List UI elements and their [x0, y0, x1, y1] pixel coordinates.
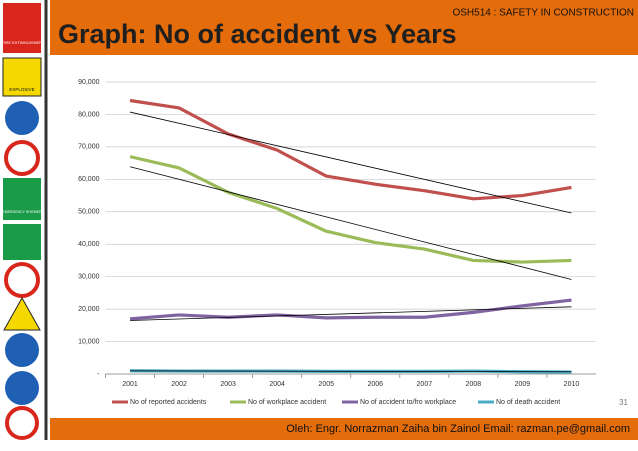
icon-prohibition — [5, 406, 39, 440]
trend-line — [130, 370, 572, 373]
icon-exit — [3, 224, 41, 260]
x-tick-label: 2002 — [171, 381, 187, 388]
series-line — [129, 98, 572, 201]
y-tick-label: 40,000 — [78, 241, 100, 248]
icon-label: FIRE EXTINGUISHER — [2, 40, 42, 45]
x-tick-label: 2001 — [122, 381, 138, 388]
footer-bar — [50, 418, 638, 440]
legend-label: No of reported accidents — [130, 399, 207, 406]
icon-label: EXPLOSIVE — [9, 87, 34, 92]
x-tick-label: 2003 — [220, 381, 236, 388]
legend-label: No of death accident — [496, 399, 560, 406]
icon-prohibition — [4, 262, 40, 298]
x-tick-label: 2008 — [466, 381, 482, 388]
icon-shower — [3, 178, 41, 220]
course-label: OSH514 : SAFETY IN CONSTRUCTION — [452, 8, 634, 19]
slide-title: Graph: No of accident vs Years — [58, 19, 457, 49]
y-tick-label: - — [97, 371, 100, 378]
trend-line — [129, 166, 572, 280]
icon-mandatory — [5, 371, 39, 405]
trend-line — [130, 306, 572, 321]
icon-warning — [3, 296, 41, 331]
icon-mandatory — [5, 101, 39, 135]
y-tick-label: 20,000 — [78, 306, 100, 313]
icon-explosive — [2, 57, 42, 97]
footer-text: Oleh: Engr. Norrazman Zaiha bin Zainol E… — [286, 423, 630, 435]
icon-fire — [3, 3, 41, 53]
header-bar — [50, 0, 638, 55]
icon-label: EMERGENCY SHOWER — [2, 210, 42, 214]
x-tick-label: 2007 — [417, 381, 433, 388]
y-tick-label: 70,000 — [78, 144, 100, 151]
x-tick-label: 2006 — [367, 381, 383, 388]
legend-label: No of workplace accident — [248, 399, 326, 406]
y-tick-label: 80,000 — [78, 111, 100, 118]
y-tick-label: 30,000 — [78, 274, 100, 281]
icon-prohibition — [4, 140, 40, 176]
sidebar-icons: FIRE EXTINGUISHER EXPLOSIVE EMERGENCY SH… — [2, 3, 42, 440]
legend-label: No of accident to/fro workplace — [360, 399, 456, 406]
y-tick-label: 90,000 — [78, 79, 100, 86]
x-tick-label: 2005 — [318, 381, 334, 388]
y-tick-label: 50,000 — [78, 209, 100, 216]
x-tick-label: 2010 — [564, 381, 580, 388]
icon-mandatory — [5, 333, 39, 367]
page-number: 31 — [619, 398, 628, 407]
y-tick-label: 10,000 — [78, 338, 100, 345]
y-tick-label: 60,000 — [78, 176, 100, 183]
series-line — [129, 155, 572, 264]
trend-line — [129, 111, 572, 214]
x-tick-label: 2004 — [269, 381, 285, 388]
x-tick-label: 2009 — [515, 381, 531, 388]
